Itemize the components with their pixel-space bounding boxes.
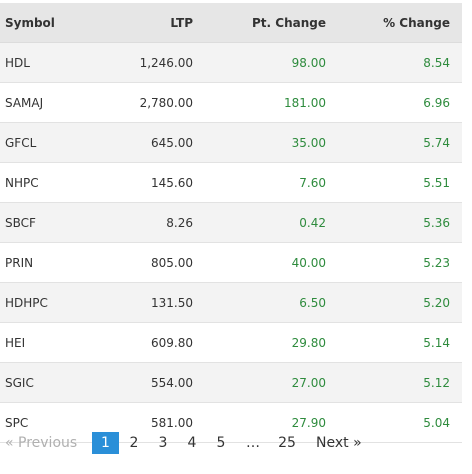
table-row[interactable]: HDHPC 131.50 6.50 5.20 <box>0 282 462 323</box>
page-link-25[interactable]: 25 <box>278 435 296 451</box>
pt-change-cell: 98.00 <box>291 55 326 70</box>
pct-change-cell: 6.96 <box>423 95 450 110</box>
page-link-3[interactable]: 3 <box>158 435 168 451</box>
symbol-cell[interactable]: GFCL <box>5 135 37 150</box>
row-spacer <box>450 323 462 363</box>
pt-change-cell: 27.00 <box>291 375 326 390</box>
ltp-cell: 131.50 <box>151 295 193 310</box>
pct-change-cell: 5.04 <box>423 415 450 430</box>
symbol-cell[interactable]: SAMAJ <box>5 95 44 110</box>
page-link-2[interactable]: 2 <box>129 435 139 451</box>
symbol-cell[interactable]: HDHPC <box>5 295 48 310</box>
pt-change-cell: 35.00 <box>291 135 326 150</box>
pt-change-cell: 0.42 <box>299 215 326 230</box>
symbol-cell[interactable]: PRIN <box>5 255 34 270</box>
pct-change-cell: 5.36 <box>423 215 450 230</box>
pct-change-cell: 5.20 <box>423 295 450 310</box>
column-header-pt-change[interactable]: Pt. Change <box>193 3 326 43</box>
table-row[interactable]: SAMAJ 2,780.00 181.00 6.96 <box>0 82 462 123</box>
ltp-cell: 581.00 <box>151 415 193 430</box>
column-header-pct-change[interactable]: % Change <box>326 3 450 43</box>
next-page-link[interactable]: Next » <box>316 435 362 451</box>
pagination: « Previous 1 2 3 4 5 … 25 Next » <box>0 432 472 454</box>
table-row[interactable]: GFCL 645.00 35.00 5.74 <box>0 122 462 163</box>
top-gainers-table: Symbol LTP Pt. Change % Change HDL 1,246… <box>0 3 462 443</box>
pct-change-cell: 5.23 <box>423 255 450 270</box>
symbol-cell[interactable]: SBCF <box>5 215 36 230</box>
pct-change-cell: 5.14 <box>423 335 450 350</box>
column-header-ltp[interactable]: LTP <box>90 3 193 43</box>
ltp-cell: 645.00 <box>151 135 193 150</box>
table-row[interactable]: HDL 1,246.00 98.00 8.54 <box>0 42 462 83</box>
column-header-symbol[interactable]: Symbol <box>0 3 90 43</box>
symbol-cell[interactable]: SGIC <box>5 375 34 390</box>
pt-change-cell: 27.90 <box>291 415 326 430</box>
symbol-cell[interactable]: HEI <box>5 335 26 350</box>
pct-change-cell: 8.54 <box>423 55 450 70</box>
table-row[interactable]: SPC 581.00 27.90 5.04 <box>0 402 462 443</box>
page-ellipsis: … <box>246 435 260 451</box>
table-row[interactable]: NHPC 145.60 7.60 5.51 <box>0 162 462 203</box>
page-link-5[interactable]: 5 <box>216 435 226 451</box>
ltp-cell: 1,246.00 <box>139 55 193 70</box>
ltp-cell: 8.26 <box>166 215 193 230</box>
ltp-cell: 145.60 <box>151 175 193 190</box>
table-header-row: Symbol LTP Pt. Change % Change <box>0 3 462 43</box>
row-spacer <box>450 203 462 243</box>
pct-change-cell: 5.74 <box>423 135 450 150</box>
row-spacer <box>450 43 462 83</box>
pt-change-cell: 7.60 <box>299 175 326 190</box>
symbol-cell[interactable]: HDL <box>5 55 30 70</box>
pt-change-cell: 40.00 <box>291 255 326 270</box>
page-link-4[interactable]: 4 <box>187 435 197 451</box>
row-spacer <box>450 163 462 203</box>
ltp-cell: 609.80 <box>151 335 193 350</box>
ltp-cell: 2,780.00 <box>139 95 193 110</box>
pt-change-cell: 181.00 <box>284 95 326 110</box>
table-row[interactable]: HEI 609.80 29.80 5.14 <box>0 322 462 363</box>
table-row[interactable]: SGIC 554.00 27.00 5.12 <box>0 362 462 403</box>
row-spacer <box>450 243 462 283</box>
page-link-1[interactable]: 1 <box>92 432 119 454</box>
symbol-cell[interactable]: SPC <box>5 415 29 430</box>
previous-page-link[interactable]: « Previous <box>5 435 78 451</box>
table-row[interactable]: SBCF 8.26 0.42 5.36 <box>0 202 462 243</box>
row-spacer <box>450 123 462 163</box>
row-spacer <box>450 83 462 123</box>
row-spacer <box>450 283 462 323</box>
ltp-cell: 554.00 <box>151 375 193 390</box>
pt-change-cell: 6.50 <box>299 295 326 310</box>
pct-change-cell: 5.12 <box>423 375 450 390</box>
row-spacer <box>450 363 462 403</box>
header-spacer <box>450 3 462 43</box>
symbol-cell[interactable]: NHPC <box>5 175 39 190</box>
table-row[interactable]: PRIN 805.00 40.00 5.23 <box>0 242 462 283</box>
pt-change-cell: 29.80 <box>291 335 326 350</box>
ltp-cell: 805.00 <box>151 255 193 270</box>
pct-change-cell: 5.51 <box>423 175 450 190</box>
